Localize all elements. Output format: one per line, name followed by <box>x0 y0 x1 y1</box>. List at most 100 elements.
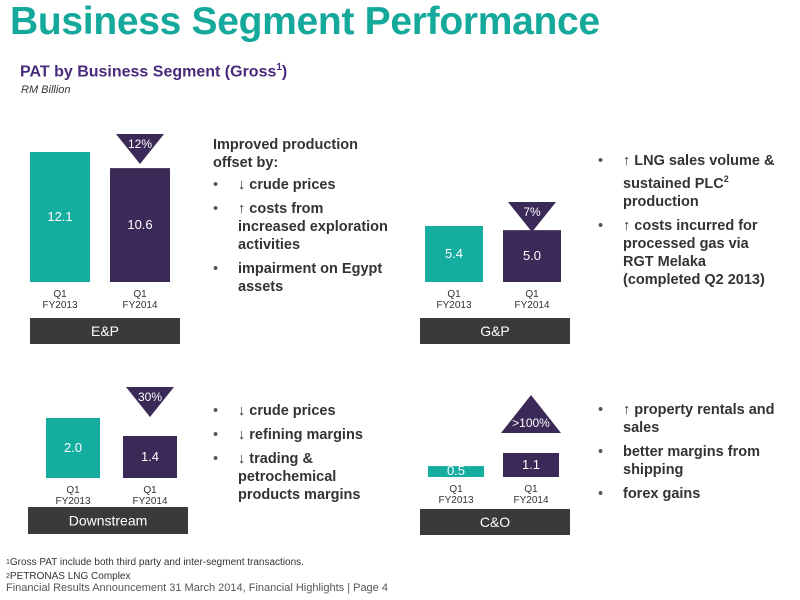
bullet-icon: • <box>213 451 219 467</box>
change-percent-label: 12% <box>128 137 152 151</box>
subtitle-text: PAT by Business Segment (Gross <box>20 63 277 81</box>
co-commentary: • ↑ property rentals and sales • better ma… <box>598 401 778 509</box>
footnote-ref: 2 <box>6 573 10 580</box>
bullet-icon: • <box>213 261 219 277</box>
bullet-icon: • <box>598 217 604 234</box>
arrow-down-icon: ↓ <box>238 451 246 467</box>
bullet-icon: • <box>213 177 219 193</box>
change-down-triangle-icon <box>116 134 164 164</box>
bullet-text: costs incurred for processed gas via RGT… <box>623 217 765 288</box>
bullet-text: better margins from shipping <box>623 444 760 478</box>
footnote-1: 1Gross PAT include both third party and … <box>6 556 304 570</box>
x-tick-label: Q1 <box>143 485 157 496</box>
bullet-icon: • <box>598 486 604 502</box>
x-tick-label: Q1 <box>525 289 539 300</box>
arrow-up-icon: ↑ <box>623 153 631 169</box>
x-tick-label: FY2013 <box>42 300 77 311</box>
footnote-2: 2PETRONAS LNG Complex <box>6 570 304 584</box>
bar-value-label: 1.4 <box>141 449 159 464</box>
ep-intro: Improved production offset by: <box>213 137 358 171</box>
bar-downstream-1 <box>46 418 100 478</box>
list-item: • ↓ crude prices <box>213 176 388 194</box>
bullet-text-continued: production <box>623 193 699 210</box>
gp-commentary: • ↑ LNG sales volume & sustained PLC2 pro… <box>598 152 778 295</box>
bullet-icon: • <box>598 153 604 169</box>
bar-value-label: 0.5 <box>447 463 465 478</box>
downstream-commentary: • ↓ crude prices • ↓ refining margins • ↓ t… <box>213 402 388 510</box>
bar-value-label: 2.0 <box>64 440 82 455</box>
subtitle-close: ) <box>281 63 288 81</box>
bullet-text: LNG sales volume & sustained PLC <box>623 153 775 192</box>
x-tick-label: Q1 <box>133 289 147 300</box>
bullet-icon: • <box>598 402 604 418</box>
arrow-up-icon: ↑ <box>623 217 631 234</box>
bullet-icon: • <box>213 201 219 217</box>
bar-ep-1 <box>30 152 90 282</box>
footnote-ref: 2 <box>723 174 729 184</box>
list-item: • ↑ property rentals and sales <box>598 401 778 437</box>
list-item: • forex gains <box>598 485 778 503</box>
ep-commentary: Improved production offset by: • ↓ crude … <box>213 136 388 302</box>
segment-label: Downstream <box>69 513 148 529</box>
bar-value-label: 10.6 <box>127 217 152 232</box>
bar-ep-2 <box>110 168 170 282</box>
list-item: • impairment on Egypt assets <box>213 260 388 296</box>
co-bullet-list: • ↑ property rentals and sales • better ma… <box>598 401 778 503</box>
segment-label: C&O <box>480 514 510 530</box>
footnote-text: PETRONAS LNG Complex <box>9 571 131 582</box>
arrow-down-icon: ↓ <box>238 427 246 443</box>
list-item: • ↓ trading & petrochemical products marg… <box>213 450 388 504</box>
bullet-icon: • <box>213 403 219 419</box>
list-item: • ↓ crude prices <box>213 402 388 420</box>
bar-value-label: 5.4 <box>445 246 463 261</box>
bullet-text: crude prices <box>249 403 336 419</box>
change-down-triangle-icon <box>126 387 174 417</box>
bar-gp-1 <box>425 226 483 282</box>
downstream-bullet-list: • ↓ crude prices • ↓ refining margins • ↓ t… <box>213 402 388 504</box>
list-item: • ↑ costs from increased exploration acti… <box>213 200 388 254</box>
x-tick-label: Q1 <box>524 484 538 495</box>
segment-label: E&P <box>91 323 119 339</box>
segment-label-bar <box>28 507 188 534</box>
bullet-text: trading & petrochemical products margins <box>238 451 361 503</box>
change-percent-label: 7% <box>523 205 541 219</box>
footnote-ref: 1 <box>6 559 10 566</box>
page-title: Business Segment Performance <box>10 0 600 43</box>
change-percent-label: >100% <box>512 416 550 430</box>
ep-bullet-list: • ↓ crude prices • ↑ costs from increased … <box>213 176 388 296</box>
bullet-icon: • <box>598 444 604 460</box>
bar-downstream-2 <box>123 436 177 478</box>
chart-subtitle: PAT by Business Segment (Gross1) <box>20 62 287 81</box>
arrow-down-icon: ↓ <box>238 403 246 419</box>
bar-gp-2 <box>503 230 561 282</box>
subtitle-footnote-ref: 1 <box>276 62 282 73</box>
x-tick-label: FY2013 <box>438 495 473 506</box>
x-tick-label: FY2013 <box>55 496 90 507</box>
bar-value-label: 5.0 <box>523 248 541 263</box>
bullet-text: costs from increased exploration activit… <box>238 201 388 253</box>
bar-value-label: 12.1 <box>47 209 72 224</box>
footnote-text: Gross PAT include both third party and i… <box>9 557 304 568</box>
bar-co-1 <box>428 466 484 477</box>
segment-label-bar <box>30 318 180 344</box>
change-percent-label: 30% <box>138 390 162 404</box>
footnotes: 1Gross PAT include both third party and … <box>6 556 304 584</box>
segment-label: G&P <box>480 323 510 339</box>
x-tick-label: Q1 <box>449 484 463 495</box>
x-tick-label: FY2014 <box>132 496 167 507</box>
arrow-up-icon: ↑ <box>623 402 631 418</box>
segment-label-bar <box>420 509 570 535</box>
bar-value-label: 1.1 <box>522 457 540 472</box>
gp-bullet-list: • ↑ LNG sales volume & sustained PLC2 pro… <box>598 152 778 289</box>
change-down-triangle-icon <box>508 202 556 232</box>
arrow-up-icon: ↑ <box>238 201 246 217</box>
bullet-text: property rentals and sales <box>623 402 775 436</box>
unit-label: RM Billion <box>21 84 71 96</box>
x-tick-label: FY2014 <box>514 300 549 311</box>
bullet-text: refining margins <box>249 427 363 443</box>
x-tick-label: Q1 <box>66 485 80 496</box>
